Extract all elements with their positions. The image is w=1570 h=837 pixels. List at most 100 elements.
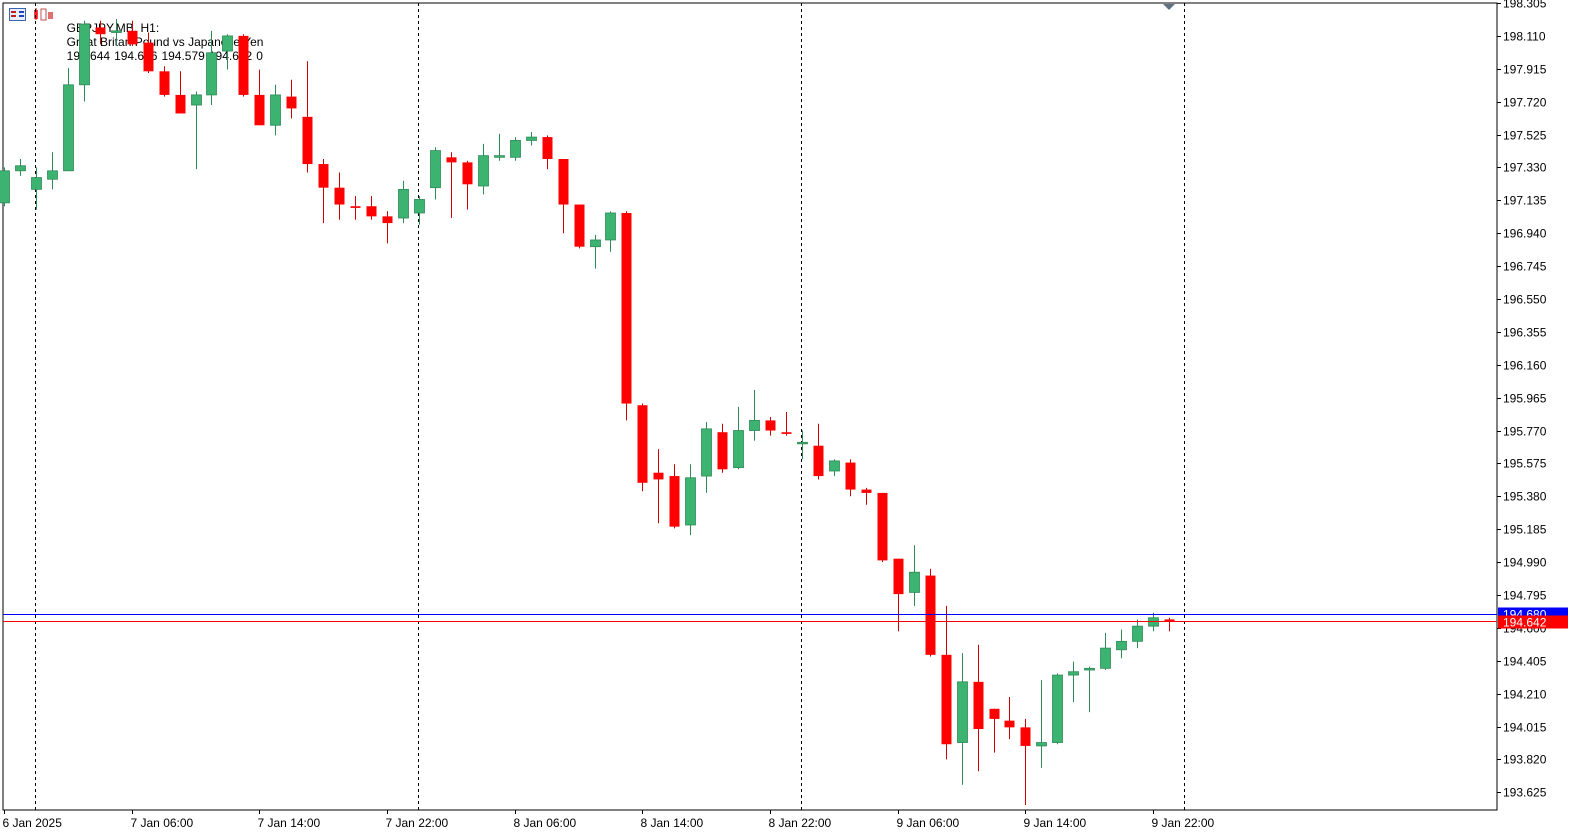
y-tick-label: 195.965 [1503, 392, 1547, 406]
x-tick-label: 7 Jan 06:00 [131, 816, 194, 830]
plot-frame [2, 2, 1498, 811]
candle-body [238, 35, 249, 95]
candle-body [31, 177, 42, 190]
candle-body [845, 462, 856, 490]
candle-body [318, 164, 329, 188]
candle-body [350, 206, 361, 208]
candle-body [175, 94, 186, 114]
candle-body [558, 159, 569, 205]
candle-body [941, 654, 952, 745]
x-tick-label: 9 Jan 14:00 [1024, 816, 1087, 830]
candle-body [270, 94, 281, 126]
y-tick-label: 197.915 [1503, 63, 1547, 77]
candle-body [143, 42, 154, 72]
candle-body [526, 136, 537, 141]
candle-body [206, 52, 217, 96]
candle-body [957, 681, 968, 743]
x-tick-label: 9 Jan 06:00 [897, 816, 960, 830]
candle-body [1036, 742, 1047, 747]
y-tick-label: 194.405 [1503, 655, 1547, 669]
candle-body [829, 460, 840, 472]
candle-body [286, 96, 297, 109]
candle-body [63, 84, 74, 172]
candle-body [989, 708, 1000, 719]
candle-body [781, 432, 792, 434]
ohlc-low: 194.579 [161, 49, 205, 63]
candle-body [334, 187, 345, 205]
candle-body [749, 420, 760, 431]
candle-body [398, 188, 409, 219]
candle-body [861, 489, 872, 493]
candle-body [574, 204, 585, 247]
ohlc-volume: 0 [256, 49, 263, 63]
candle-body [47, 170, 58, 180]
x-tick-label: 7 Jan 14:00 [258, 816, 321, 830]
one-click-trading-icon[interactable] [9, 8, 26, 21]
y-tick-label: 198.305 [1503, 0, 1547, 11]
y-tick-label: 197.525 [1503, 129, 1547, 143]
y-tick-label: 194.210 [1503, 688, 1547, 702]
y-tick-label: 193.820 [1503, 753, 1547, 767]
y-tick-label: 197.330 [1503, 161, 1547, 175]
x-tick-label: 8 Jan 22:00 [769, 816, 832, 830]
candle-body [925, 575, 936, 655]
candle-body [494, 155, 505, 158]
candle-body [430, 150, 441, 189]
candle-body [893, 558, 904, 595]
x-tick-label: 6 Jan 2025 [3, 816, 63, 830]
candle-body [590, 239, 601, 248]
y-tick-label: 196.355 [1503, 326, 1547, 340]
y-tick-label: 196.550 [1503, 293, 1547, 307]
y-tick-label: 195.185 [1503, 523, 1547, 537]
candle-body [542, 137, 553, 160]
candle-body [1084, 667, 1095, 671]
candle-body [637, 405, 648, 483]
y-tick-label: 196.745 [1503, 260, 1547, 274]
candle-body [1004, 720, 1015, 728]
candle-body [111, 30, 122, 33]
y-tick-label: 194.795 [1503, 589, 1547, 603]
candle-body [446, 157, 457, 163]
y-tick-label: 193.625 [1503, 786, 1547, 800]
candle-body [1020, 727, 1031, 746]
candle-body [302, 116, 313, 165]
candle-body [1100, 647, 1111, 669]
chart-shift-marker [1163, 4, 1175, 10]
candle-body [159, 71, 170, 95]
candle-body [478, 155, 489, 187]
candle-body [0, 170, 10, 204]
candle-body [191, 94, 202, 106]
candle-body [382, 216, 393, 224]
x-tick-label: 9 Jan 22:00 [1152, 816, 1215, 830]
x-tick-label: 7 Jan 22:00 [386, 816, 449, 830]
y-tick-label: 196.940 [1503, 227, 1547, 241]
y-tick-label: 195.770 [1503, 425, 1547, 439]
x-tick-label: 8 Jan 14:00 [641, 816, 704, 830]
candle-body [79, 23, 90, 86]
candle-body [605, 212, 616, 241]
candle-body [1052, 674, 1063, 743]
y-tick-label: 197.135 [1503, 194, 1547, 208]
candle-body [1164, 619, 1175, 622]
candle-body [95, 27, 106, 35]
y-tick-label: 194.015 [1503, 721, 1547, 735]
candle-body [366, 206, 377, 217]
y-tick-label: 195.380 [1503, 490, 1547, 504]
candle-body [877, 492, 888, 561]
candle-body [653, 472, 664, 480]
candle-body [909, 571, 920, 593]
candle-body [127, 30, 138, 45]
candle-body [254, 94, 265, 126]
candle-body [765, 420, 776, 431]
candle-body [462, 162, 473, 185]
candle-body [733, 430, 744, 469]
candle-body [797, 441, 808, 445]
candle-body [973, 681, 984, 730]
candle-body [701, 428, 712, 477]
y-tick-label: 196.160 [1503, 359, 1547, 373]
candle-body [813, 445, 824, 477]
candle-body [685, 477, 696, 526]
candle-body [15, 165, 26, 172]
candle-body [717, 432, 728, 470]
